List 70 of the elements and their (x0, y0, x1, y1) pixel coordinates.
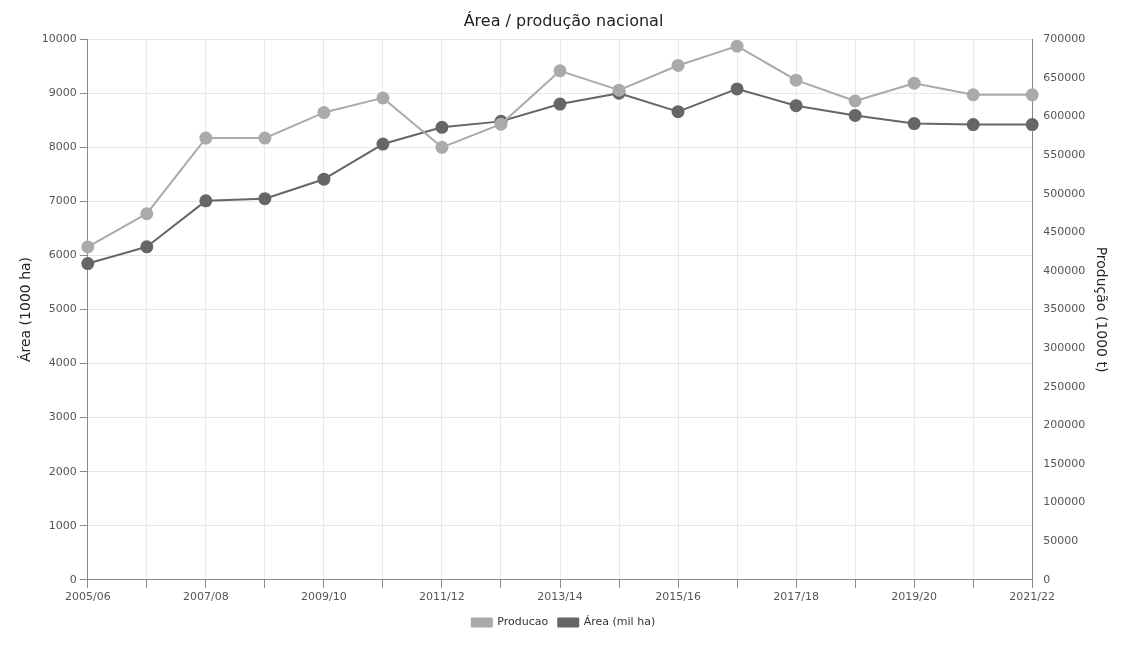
y-tick-label: 4000 (48, 356, 77, 370)
y-tick-label: 7000 (48, 194, 77, 208)
point (907, 117, 921, 131)
point (317, 106, 331, 120)
y2-tick-label: 550000 (1043, 147, 1086, 161)
chart-title: Área / produção nacional (463, 10, 664, 30)
y2-tick-label: 250000 (1043, 379, 1086, 393)
y-tick-label: 10000 (41, 32, 77, 46)
y-axis-title: Área (1000 ha) (17, 256, 34, 363)
x-tick-label: 2005/06 (64, 590, 111, 604)
point (553, 64, 567, 78)
point (199, 131, 213, 145)
point (671, 105, 685, 119)
x-tick-label: 2009/10 (301, 590, 347, 604)
point (140, 207, 154, 221)
point (848, 108, 862, 122)
y2-tick-label: 200000 (1043, 418, 1086, 432)
point (140, 240, 154, 254)
point (376, 137, 390, 151)
y2-tick-label: 400000 (1043, 263, 1086, 277)
y-tick-label: 8000 (48, 140, 77, 154)
point (730, 39, 744, 53)
y2-tick-label: 450000 (1043, 225, 1086, 239)
point (258, 192, 272, 206)
x-tick-label: 2007/08 (182, 590, 229, 604)
y2-tick-label: 0 (1043, 572, 1051, 586)
y2-tick-label: 650000 (1043, 70, 1086, 84)
legend-label: Producao (497, 615, 549, 629)
point (258, 131, 272, 145)
point (789, 99, 803, 113)
y-tick-label: 1000 (48, 518, 77, 532)
y-tick-label: 5000 (48, 302, 77, 316)
point (671, 58, 685, 72)
x-tick-label: 2011/12 (419, 590, 465, 604)
point (966, 88, 980, 102)
y2-tick-label: 500000 (1043, 186, 1086, 200)
y2-tick-label: 100000 (1043, 495, 1086, 509)
y-tick-label: 3000 (48, 410, 77, 424)
y-tick-label: 6000 (48, 248, 77, 262)
x-tick-label: 2013/14 (537, 590, 583, 604)
y2-tick-label: 600000 (1043, 109, 1086, 123)
point (553, 97, 567, 111)
point (199, 194, 213, 208)
y2-tick-label: 700000 (1043, 32, 1086, 46)
point (848, 94, 862, 108)
point (1025, 88, 1039, 102)
y2-tick-label: 50000 (1043, 534, 1079, 548)
point (376, 91, 390, 105)
point (966, 118, 980, 132)
x-tick-label: 2017/18 (773, 590, 819, 604)
point (435, 120, 449, 134)
y-tick-label: 2000 (48, 464, 77, 478)
point (1025, 118, 1039, 132)
y-tick-label: 0 (69, 572, 77, 586)
y2-tick-label: 150000 (1043, 456, 1086, 470)
x-tick-label: 2019/20 (891, 590, 938, 604)
y2-tick-label: 350000 (1043, 302, 1086, 316)
legend-label: Área (mil ha) (583, 615, 656, 629)
y2-tick-label: 300000 (1043, 340, 1086, 354)
point (730, 82, 744, 96)
point (435, 140, 449, 154)
point (81, 257, 95, 271)
point (317, 172, 331, 186)
point (81, 240, 95, 254)
point (789, 73, 803, 87)
x-tick-label: 2015/16 (655, 590, 701, 604)
x-tick-label: 2021/22 (1009, 590, 1056, 604)
y2-axis-title: Produção (1000 t) (1093, 246, 1110, 373)
y-tick-label: 9000 (48, 86, 77, 100)
point (907, 76, 921, 90)
